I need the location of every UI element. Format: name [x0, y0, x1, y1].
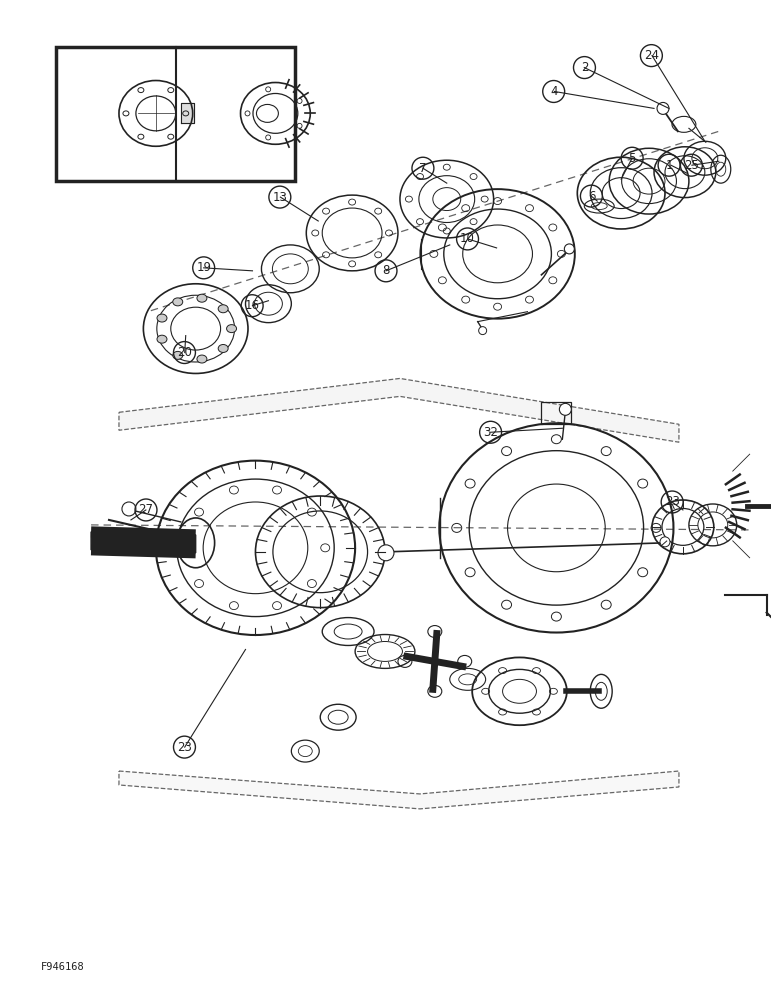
Circle shape [122, 502, 136, 516]
Circle shape [378, 545, 394, 561]
Ellipse shape [218, 305, 229, 313]
Text: 4: 4 [550, 85, 557, 98]
Text: 8: 8 [382, 264, 390, 277]
Bar [56, 47, 296, 181]
Polygon shape [119, 378, 679, 442]
Text: 13: 13 [273, 191, 287, 204]
Text: 16: 16 [245, 299, 259, 312]
Text: 10: 10 [460, 232, 475, 245]
Polygon shape [119, 771, 679, 809]
Circle shape [660, 537, 670, 547]
Circle shape [564, 244, 574, 254]
Text: 6: 6 [587, 190, 595, 203]
Circle shape [657, 102, 669, 114]
Ellipse shape [173, 298, 183, 306]
Text: F946168: F946168 [41, 962, 85, 972]
Text: 27: 27 [138, 503, 154, 516]
Ellipse shape [226, 325, 236, 333]
Text: 23: 23 [665, 495, 679, 508]
Text: 19: 19 [196, 261, 212, 274]
Ellipse shape [157, 314, 167, 322]
Ellipse shape [173, 351, 183, 359]
Text: 24: 24 [644, 49, 659, 62]
Ellipse shape [197, 294, 207, 302]
Text: 5: 5 [628, 152, 636, 165]
Ellipse shape [157, 335, 167, 343]
Circle shape [479, 327, 486, 335]
Bar [541, 402, 571, 424]
Circle shape [560, 403, 571, 415]
Polygon shape [91, 532, 195, 553]
Text: 1: 1 [665, 159, 673, 172]
Text: 32: 32 [483, 426, 498, 439]
Polygon shape [181, 103, 194, 123]
Text: 23: 23 [177, 741, 192, 754]
Text: 20: 20 [177, 346, 192, 359]
Ellipse shape [218, 344, 229, 352]
Text: 7: 7 [419, 162, 427, 175]
Text: 2: 2 [581, 61, 588, 74]
Ellipse shape [197, 355, 207, 363]
Text: 25: 25 [684, 159, 699, 172]
